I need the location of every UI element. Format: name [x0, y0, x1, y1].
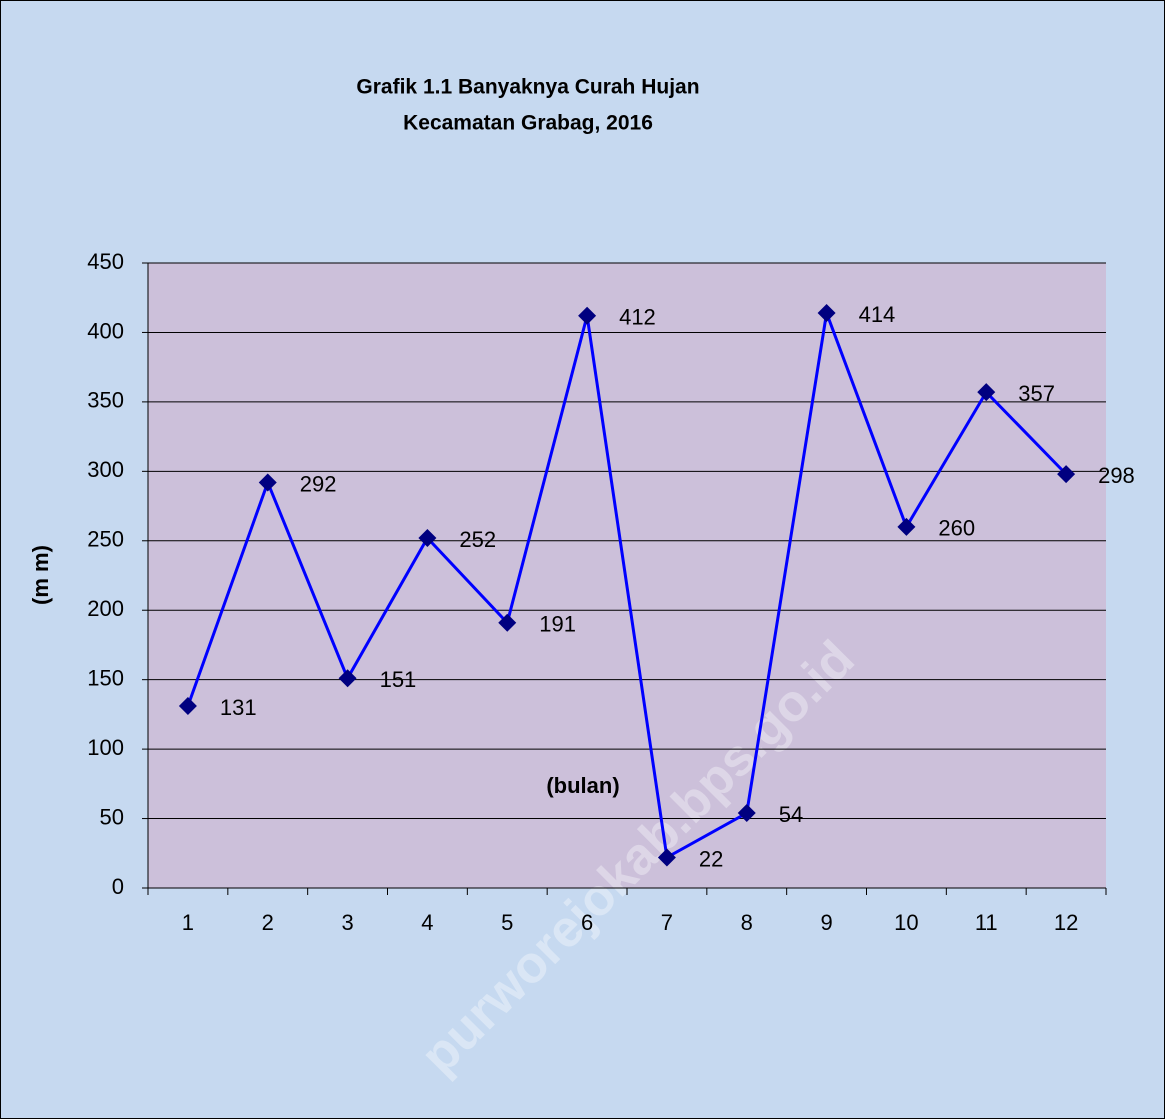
data-point — [897, 517, 916, 536]
x-tick-label: 1 — [182, 910, 194, 935]
data-point — [737, 804, 756, 822]
chart-title: Grafik 1.1 Banyaknya Curah Hujan — [356, 76, 699, 99]
data-label: 22 — [699, 846, 723, 871]
data-point — [1057, 465, 1076, 484]
data-label: 131 — [220, 695, 257, 720]
y-tick-label: 450 — [87, 249, 124, 274]
data-label: 191 — [539, 612, 576, 637]
x-tick-label: 3 — [341, 910, 353, 935]
data-label: 357 — [1018, 381, 1055, 406]
x-tick-label: 6 — [581, 910, 593, 935]
y-tick-label: 50 — [100, 804, 124, 829]
chart-title: Kecamatan Grabag, 2016 — [403, 112, 653, 135]
plot-area — [148, 263, 1106, 888]
data-label: 54 — [779, 802, 803, 827]
y-tick-label: 150 — [87, 665, 124, 690]
data-point — [418, 529, 437, 547]
data-point — [657, 848, 676, 867]
data-label: 292 — [300, 471, 337, 496]
x-axis-title: (bulan) — [546, 773, 619, 798]
data-label: 412 — [619, 305, 656, 330]
data-point — [178, 697, 197, 716]
data-label: 252 — [459, 527, 496, 552]
x-tick-label: 8 — [741, 910, 753, 935]
y-tick-label: 250 — [87, 527, 124, 552]
x-tick-label: 5 — [501, 910, 513, 935]
data-label: 151 — [380, 667, 417, 692]
data-point — [977, 383, 996, 402]
data-label: 298 — [1098, 463, 1135, 488]
data-point — [578, 306, 597, 325]
data-label: 260 — [938, 516, 975, 541]
data-point — [258, 473, 277, 492]
y-tick-label: 400 — [87, 318, 124, 343]
data-point — [498, 613, 517, 632]
x-tick-label: 11 — [975, 910, 998, 935]
y-tick-label: 100 — [87, 735, 124, 760]
x-tick-label: 12 — [1054, 910, 1078, 935]
x-tick-label: 2 — [262, 910, 274, 935]
data-point — [338, 669, 357, 688]
x-tick-label: 7 — [661, 910, 673, 935]
data-point — [817, 304, 836, 322]
y-tick-label: 300 — [87, 457, 124, 482]
y-tick-label: 200 — [87, 596, 124, 621]
data-label: 414 — [859, 302, 896, 327]
y-tick-label: 0 — [112, 874, 124, 899]
y-axis-title: (m m) — [28, 545, 53, 605]
x-tick-label: 10 — [894, 910, 918, 935]
line-series — [186, 307, 1068, 860]
y-tick-label: 350 — [87, 388, 124, 413]
x-tick-label: 4 — [421, 910, 433, 935]
x-tick-label: 9 — [820, 910, 832, 935]
